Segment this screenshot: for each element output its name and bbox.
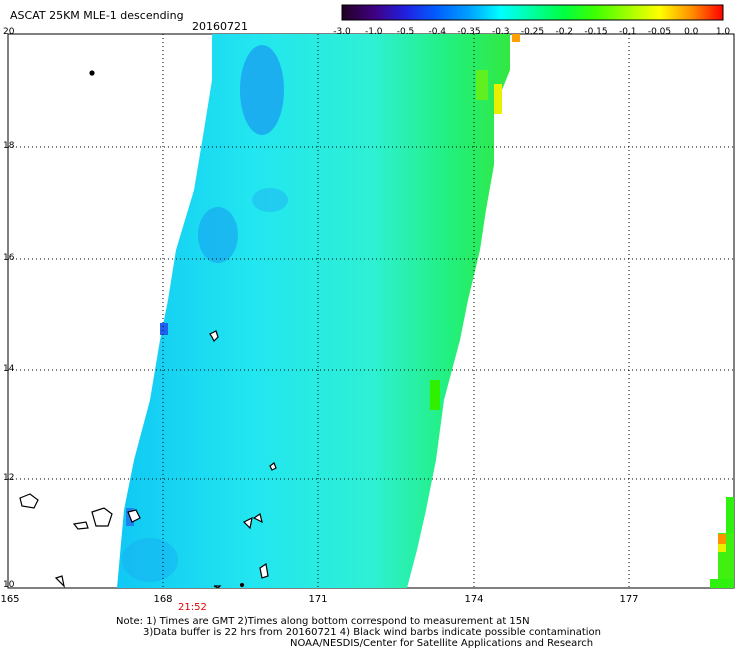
y-label-10: 10	[3, 580, 15, 590]
colorbar-label: -1.0	[364, 27, 383, 37]
colorbar-label: -0.35	[457, 27, 481, 37]
east-swath-strip	[710, 497, 734, 588]
y-label-20: 20	[3, 27, 15, 37]
colorbar	[341, 4, 724, 21]
y-label-16: 16	[3, 253, 15, 263]
note-line-1: Note: 1) Times are GMT 2)Times along bot…	[116, 616, 530, 627]
x-label-168: 168	[153, 594, 173, 605]
colorbar-label: 1.0	[715, 27, 731, 37]
colorbar-label: -0.3	[491, 27, 510, 37]
colorbar-label: -0.4	[428, 27, 447, 37]
x-label-174: 174	[464, 594, 484, 605]
plot-title: ASCAT 25KM MLE-1 descending	[10, 9, 184, 22]
islands	[19, 70, 277, 589]
swath-blue-patches	[122, 45, 288, 582]
colorbar-label: -3.0	[333, 27, 351, 37]
colorbar-label: -0.1	[618, 27, 637, 37]
y-label-12: 12	[3, 473, 15, 483]
x-label-177: 177	[619, 594, 639, 605]
swath-coverage	[117, 34, 510, 588]
time-label: 21:52	[178, 602, 207, 613]
note-line-3: NOAA/NESDIS/Center for Satellite Applica…	[290, 638, 594, 649]
colorbar-label: -0.15	[584, 27, 608, 37]
x-label-165: 165	[0, 594, 20, 605]
swath-yellow-patches	[430, 34, 520, 410]
colorbar-label: 0.0	[684, 27, 699, 37]
y-label-18: 18	[3, 141, 15, 151]
colorbar-gradient	[341, 4, 724, 21]
colorbar-label: -0.25	[520, 27, 545, 37]
x-label-171: 171	[308, 594, 328, 605]
colorbar-label: -0.2	[555, 27, 574, 37]
note-line-2: 3)Data buffer is 22 hrs from 20160721 4)…	[143, 627, 601, 638]
y-label-14: 14	[3, 364, 15, 374]
colorbar-label: -0.5	[396, 27, 415, 37]
colorbar-label: -0.05	[647, 27, 672, 37]
grid-lines	[8, 34, 734, 588]
plot-date: 20160721	[192, 20, 248, 33]
